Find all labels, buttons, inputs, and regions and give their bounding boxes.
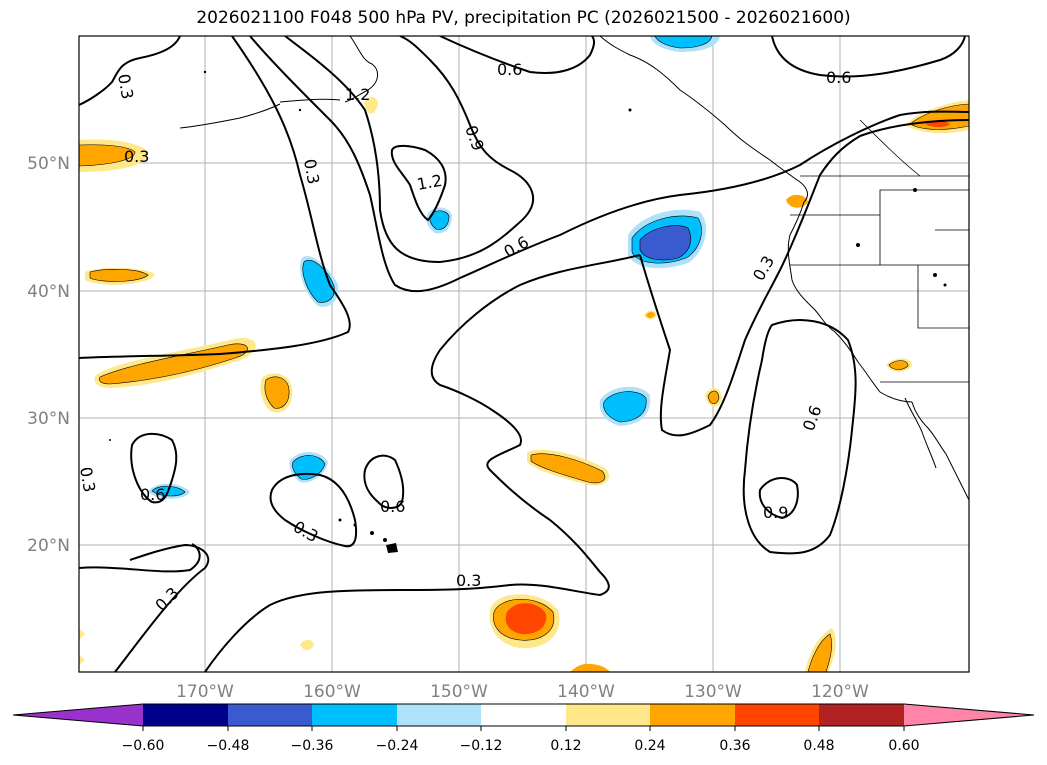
contour-label: 0.3 (749, 252, 778, 284)
contour-label: 1.2 (415, 171, 443, 194)
map-title: 2026021100 F048 500 hPa PV, precipitatio… (196, 8, 851, 28)
lon-label: 120°W (811, 682, 869, 702)
contour-label: 0.6 (826, 68, 851, 87)
contour-label: 0.3 (124, 147, 149, 166)
colorbar-tick-label: 0.36 (719, 738, 750, 754)
colorbar-tick-label: −0.24 (376, 738, 419, 754)
contour-label: 0.3 (76, 465, 99, 493)
lon-label: 150°W (430, 682, 488, 702)
lon-label: 160°W (303, 682, 361, 702)
colorbar-segment (312, 704, 397, 726)
colorbar-segment (819, 704, 904, 726)
colorbar-segments (13, 704, 1034, 726)
precip-positive-areas (79, 97, 969, 672)
lat-label: 50°N (27, 154, 70, 174)
colorbar-segment (481, 704, 566, 726)
colorbar-segment (566, 704, 650, 726)
lat-label: 40°N (27, 282, 70, 302)
colorbar-segment (650, 704, 735, 726)
colorbar-tick-label: 0.12 (550, 738, 581, 754)
contour-label: 0.9 (763, 503, 788, 522)
contour-label: 1.2 (345, 85, 370, 104)
contour-label: 0.3 (290, 517, 322, 546)
precip-negative-areas (148, 36, 720, 499)
colorbar-segment (735, 704, 819, 726)
pv-contours (79, 36, 969, 672)
map-plot-area: 0.3 0.3 1.2 0.6 0.6 0.9 1.2 0.3 0.6 0.3 … (76, 36, 969, 672)
longitude-labels: 170°W 160°W 150°W 140°W 130°W 120°W (176, 682, 869, 702)
contour-label: 0.6 (380, 497, 405, 516)
colorbar-tick-label: 0.60 (888, 738, 919, 754)
colorbar-tick-label: −0.36 (291, 738, 334, 754)
latitude-labels: 50°N 40°N 30°N 20°N (27, 154, 70, 556)
lat-label: 30°N (27, 409, 70, 429)
colorbar-tick-label: −0.12 (460, 738, 503, 754)
colorbar-tick-label: −0.48 (207, 738, 250, 754)
colorbar-segment (228, 704, 312, 726)
colorbar-ticks (142, 726, 905, 731)
colorbar: −0.60 −0.48 −0.36 −0.24 −0.12 0.12 0.24 … (12, 703, 1035, 754)
colorbar-tick-label: 0.24 (634, 738, 665, 754)
lon-label: 170°W (176, 682, 234, 702)
political-borders (790, 119, 969, 383)
colorbar-tick-labels: −0.60 −0.48 −0.36 −0.24 −0.12 0.12 0.24 … (122, 738, 920, 754)
colorbar-segment (397, 704, 481, 726)
colorbar-extend-min (13, 704, 143, 726)
contour-label: 0.3 (151, 583, 182, 614)
colorbar-extend-max (904, 704, 1034, 726)
contour-label: 0.3 (114, 72, 137, 100)
contour-label: 0.6 (497, 60, 522, 79)
lat-label: 20°N (27, 536, 70, 556)
contour-label: 0.3 (456, 571, 481, 590)
contour-label: 0.6 (799, 403, 826, 433)
islands (109, 70, 947, 553)
lon-label: 140°W (557, 682, 615, 702)
colorbar-segment (143, 704, 228, 726)
contour-labels: 0.3 0.3 1.2 0.6 0.6 0.9 1.2 0.3 0.6 0.3 … (76, 60, 851, 615)
contour-label: 0.6 (140, 485, 165, 504)
contour-label: 0.3 (300, 157, 323, 185)
lon-label: 130°W (684, 682, 742, 702)
map-frame (78, 35, 970, 673)
colorbar-tick-label: −0.60 (122, 738, 165, 754)
colorbar-tick-label: 0.48 (803, 738, 834, 754)
